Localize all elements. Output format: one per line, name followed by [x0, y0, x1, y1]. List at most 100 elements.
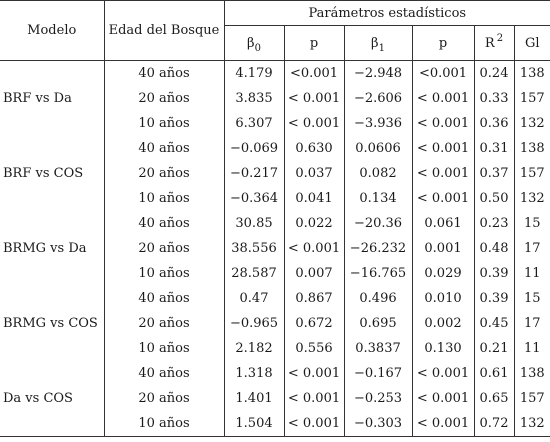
gl-cell: 132 — [519, 416, 545, 431]
p2-cell: 0.130 — [412, 336, 475, 361]
beta0-cell: 1.504 — [224, 411, 285, 437]
r2-cell: 0.21 — [474, 336, 515, 361]
gl-cell: 157 — [519, 391, 545, 406]
beta1-cell: −0.303 — [344, 411, 413, 437]
r2-cell: 0.48 — [474, 236, 515, 261]
gl-cell: 132 — [519, 116, 545, 131]
p2-cell: <0.001 — [412, 60, 475, 86]
r2-cell: 0.36 — [474, 111, 515, 136]
p1-cell: 0.041 — [284, 186, 345, 211]
table-row: BRF vs Da 40 años 4.179 <0.001 −2.948 <0.001 0… — [0, 60, 550, 136]
beta0-cell: 2.182 — [224, 336, 285, 361]
p2-cell: 0.001 — [412, 236, 475, 261]
gl-cell: 17 — [524, 316, 541, 331]
r2-cell: 0.45 — [474, 311, 515, 336]
p1-cell: < 0.001 — [284, 236, 345, 261]
beta0-cell: 4.179 — [224, 60, 285, 86]
beta0-header: β0 — [224, 25, 285, 61]
beta1-cell: 0.134 — [344, 186, 413, 211]
p2-cell: 0.002 — [412, 311, 475, 336]
gl-cell: 11 — [524, 341, 541, 356]
age-cell: 10 años — [104, 411, 225, 437]
p1-cell: < 0.001 — [284, 386, 345, 411]
beta1-header: β1 — [344, 25, 413, 61]
age-header: Edad del Bosque — [104, 0, 225, 61]
age-cell: 10 años — [104, 111, 225, 136]
p1-cell: 0.672 — [284, 311, 345, 336]
p2-cell: 0.029 — [412, 261, 475, 286]
gl-cell: 132 — [519, 191, 545, 206]
p2-cell: < 0.001 — [412, 361, 475, 386]
gl-cell: 157 — [519, 166, 545, 181]
p2-cell: < 0.001 — [412, 86, 475, 111]
beta0-cell: −0.069 — [224, 136, 285, 161]
table-row: 20 años 38.556 < 0.001 −26.232 0.001 0.48 17 — [0, 236, 550, 261]
age-cell: 40 años — [104, 211, 225, 236]
age-cell: 40 años — [104, 136, 225, 161]
r2-cell: 0.39 — [474, 286, 515, 311]
beta0-cell: 38.556 — [224, 236, 285, 261]
r2-cell: 0.24 — [474, 60, 515, 86]
p2-cell: < 0.001 — [412, 386, 475, 411]
r2-cell: 0.61 — [474, 361, 515, 386]
p1-cell: <0.001 — [284, 60, 345, 86]
model-cell: BRF vs COS — [0, 136, 105, 211]
table-row: 10 años 1.504 < 0.001 −0.303 < 0.001 0.72 132 — [0, 411, 550, 437]
r2-cell: 0.33 — [474, 86, 515, 111]
beta1-cell: 0.496 — [344, 286, 413, 311]
r2-cell: 0.37 — [474, 161, 515, 186]
age-cell: 10 años — [104, 186, 225, 211]
p2-cell: < 0.001 — [412, 411, 475, 437]
beta1-cell: −3.936 — [344, 111, 413, 136]
stats-title-header: Parámetros estadísticos — [224, 0, 550, 26]
beta0-cell: 1.318 — [224, 361, 285, 386]
gl-cell: 11 — [524, 266, 541, 281]
p1-cell: < 0.001 — [284, 361, 345, 386]
age-cell: 40 años — [104, 286, 225, 311]
beta1-cell: 0.695 — [344, 311, 413, 336]
beta0-cell: −0.965 — [224, 311, 285, 336]
table-row: BRMG vs Da 40 años 30.85 0.022 −20.36 0.061 0.… — [0, 211, 550, 286]
r2-cell: 0.72 — [474, 411, 515, 437]
table-row: 20 años 3.835 < 0.001 −2.606 < 0.001 0.33 157 — [0, 86, 550, 111]
beta1-cell: −26.232 — [344, 236, 413, 261]
gl-cell: 138 — [519, 141, 545, 156]
model-cell: BRMG vs Da — [0, 211, 105, 286]
beta1-cell: −2.948 — [344, 60, 413, 86]
age-cell: 20 años — [104, 86, 225, 111]
beta0-cell: 1.401 — [224, 386, 285, 411]
beta1-cell: −20.36 — [344, 211, 413, 236]
beta1-cell: 0.3837 — [344, 336, 413, 361]
model-cell: BRF vs Da — [0, 60, 105, 136]
model-cell: Da vs COS — [0, 361, 105, 437]
beta0-cell: −0.217 — [224, 161, 285, 186]
p2-cell: < 0.001 — [412, 111, 475, 136]
p2-cell: 0.061 — [412, 211, 475, 236]
p1-cell: 0.022 — [284, 211, 345, 236]
beta1-cell: 0.0606 — [344, 136, 413, 161]
p1-cell: 0.556 — [284, 336, 345, 361]
gl-cell: 15 — [524, 291, 541, 306]
p1-cell: 0.037 — [284, 161, 345, 186]
p1-cell: 0.007 — [284, 261, 345, 286]
p1-cell: < 0.001 — [284, 86, 345, 111]
p2-cell: < 0.001 — [412, 161, 475, 186]
beta1-cell: −16.765 — [344, 261, 413, 286]
table-row: Da vs COS 40 años 1.318 < 0.001 −0.167 < 0.00… — [0, 361, 550, 437]
age-cell: 40 años — [104, 60, 225, 86]
beta0-cell: 0.47 — [224, 286, 285, 311]
table-body: BRF vs Da 40 años 4.179 <0.001 −2.948 <0.001 0… — [0, 60, 550, 437]
r2-cell: 0.65 — [474, 386, 515, 411]
beta1-cell: −2.606 — [344, 86, 413, 111]
gl-header: Gl — [525, 35, 540, 51]
r2-cell: 0.23 — [474, 211, 515, 236]
beta0-cell: 30.85 — [224, 211, 285, 236]
gl-cell: 157 — [519, 91, 545, 106]
age-cell: 20 años — [104, 236, 225, 261]
gl-cell: 15 — [524, 216, 541, 231]
beta0-cell: −0.364 — [224, 186, 285, 211]
gl-cell: 138 — [519, 366, 545, 381]
age-cell: 10 años — [104, 336, 225, 361]
